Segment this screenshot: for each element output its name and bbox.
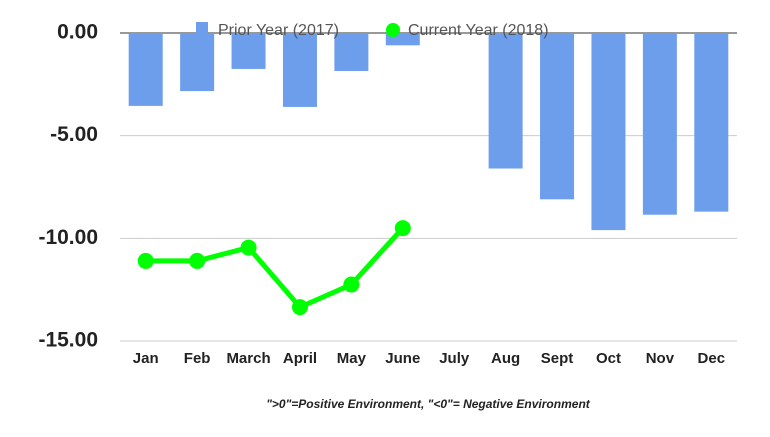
x-tick-label: Feb	[184, 350, 211, 367]
point	[394, 220, 411, 237]
legend-label: Prior Year (2017)	[218, 22, 339, 39]
bar	[591, 33, 626, 231]
bar	[282, 33, 317, 107]
bar	[488, 33, 523, 169]
y-tick-label: -10.00	[38, 226, 98, 249]
point	[189, 252, 206, 269]
x-tick-label: April	[283, 350, 317, 367]
legend-swatch	[196, 22, 208, 40]
x-tick-label: May	[337, 350, 367, 367]
bar	[128, 33, 163, 106]
point	[137, 252, 154, 269]
x-tick-label: Nov	[646, 350, 675, 367]
x-tick-label: March	[226, 350, 270, 367]
x-tick-label: Aug	[491, 350, 520, 367]
bar	[694, 33, 729, 212]
point	[291, 299, 308, 316]
point	[343, 276, 360, 293]
legend-swatch	[386, 23, 400, 37]
x-tick-label: July	[439, 350, 470, 367]
bar	[540, 33, 575, 200]
x-tick-label: Dec	[698, 350, 726, 367]
x-tick-label: Jan	[133, 350, 159, 367]
x-tick-label: Oct	[596, 350, 621, 367]
point	[240, 239, 257, 256]
line	[145, 226, 405, 310]
y-tick-label: 0.00	[57, 21, 98, 44]
bar	[334, 33, 369, 71]
y-tick-label: -5.00	[50, 123, 98, 146]
y-tick-label: -15.00	[38, 329, 98, 352]
bar	[180, 33, 215, 92]
x-tick-label: Sept	[541, 350, 574, 367]
bar	[231, 33, 266, 69]
legend-label: Current Year (2018)	[408, 22, 549, 39]
x-tick-label: June	[385, 350, 420, 367]
footnote: ">0"=Positive Environment, "<0"= Negativ…	[266, 397, 591, 411]
bar	[642, 33, 677, 215]
